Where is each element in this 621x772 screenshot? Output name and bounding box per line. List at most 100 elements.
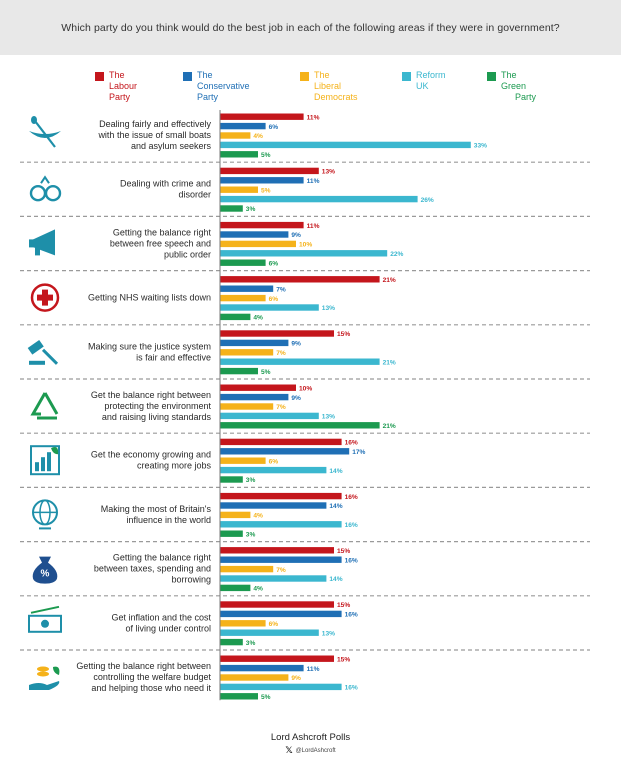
category-group: 11% 6% 4% 33% 5% Dealing fairly and effective… [20,113,590,163]
category-group: 21% 7% 6% 13% 4% Getting NHS waiting lists do… [20,276,590,326]
bar-value-label: 6% [269,124,279,131]
footer: Lord Ashcroft Polls 𝕏 @LordAshcroft [0,732,621,756]
footer-handle: @LordAshcroft [295,747,336,754]
bar [220,177,304,184]
bar-value-label: 13% [322,630,335,637]
legend-swatch [183,72,192,81]
bar [220,575,327,582]
bar [220,511,251,519]
bar [220,674,289,681]
bar [220,601,334,608]
legend-label: Reform UK [416,70,446,91]
bar-value-label: 9% [291,232,301,239]
bar [220,556,342,563]
category-label: Get inflation and the cost [111,612,211,622]
bar-value-label: 6% [269,621,279,628]
legend-label: The Labour Party [109,70,138,102]
bar [220,285,274,292]
category-label: Getting NHS waiting lists down [88,293,211,303]
bar [220,584,251,592]
x-logo-icon: 𝕏 [285,745,293,755]
bar [220,610,342,618]
bar-value-label: 16% [345,557,358,564]
bar [220,565,274,573]
category-label: creating more jobs [137,461,212,471]
bar [220,349,274,356]
category-group: 16%14%4%16%3%Making the most of Britain'… [20,492,590,543]
bar [220,195,418,203]
category-group: 13%11% 5% 26% 3% Dealing with crime anddisor… [20,167,590,217]
bar [220,448,350,455]
bar-value-label: 26% [421,197,434,204]
bar [220,492,342,500]
bar-value-label: 9% [291,395,301,402]
bar [220,313,251,321]
gavel-icon [27,340,59,365]
category-label: influence in the world [126,515,211,525]
bar [220,231,289,238]
category-label: and asylum seekers [131,141,212,151]
bar-value-label: 21% [383,423,396,430]
bar-value-label: 3% [246,531,256,538]
bar-value-label: 14% [329,468,342,475]
bar [220,393,289,401]
bar [220,620,266,627]
bar [220,664,304,672]
bar [220,132,251,139]
bar-value-label: 4% [253,586,263,593]
category-group: 15% 16% 7% 14% 4% Getting the balance rightbe… [20,547,590,597]
bar-value-label: 21% [383,359,396,366]
legend-swatch [95,72,104,81]
bar-value-label: 13% [322,169,335,176]
bar [220,457,266,464]
legend-label: The Conservative Party [197,70,250,102]
category-label: Making the most of Britain's [101,504,212,514]
bar [220,141,471,149]
category-group: 15% 9% 7% 21% 5% Making sure the justice syst… [20,330,590,380]
bar [220,683,342,691]
canoe-icon [29,116,61,148]
bar [220,240,296,248]
bar-value-label: 5% [261,152,271,159]
category-group: 16% 17% 6% 14% 3% Get the economy growing and… [20,438,590,488]
category-label: public order [164,249,211,259]
bar-value-label: 3% [246,206,256,213]
bar [220,259,266,266]
bar-value-label: 11% [307,178,320,185]
bar [220,151,258,158]
bar-value-label: 14% [329,576,342,583]
bar [220,476,243,483]
legend-swatch [402,72,411,81]
bar [220,339,289,347]
category-label: Making sure the justice system [88,341,211,351]
category-label: controlling the welfare budget [93,672,211,682]
category-label: and raising living standards [102,412,212,422]
bar-value-label: 14% [329,503,342,510]
category-label: is fair and effective [136,352,211,362]
bar-value-label: 16% [345,494,358,501]
category-label: Dealing with crime and [120,179,211,189]
bar [220,530,243,537]
category-label: Getting the balance right between [76,661,211,671]
bar-value-label: 3% [246,477,256,484]
handcuffs-icon [29,175,62,202]
category-group: 11% 9% 10% 22% 6% Getting the balance rightbe… [20,221,590,272]
recycle-icon [30,392,59,420]
bar-value-label: 21% [383,277,396,284]
bar-value-label: 11% [307,223,320,230]
bar [220,113,304,120]
bar-value-label: 33% [474,143,487,150]
category-label: disorder [178,190,211,200]
bar [220,367,258,375]
bar [220,412,319,420]
bar-value-label: 11% [307,114,320,121]
category-label: protecting the environment [104,401,211,411]
bar-value-label: 16% [345,685,358,692]
legend-swatch [487,72,496,81]
category-label: Get the economy growing and [91,450,211,460]
bar [220,304,319,311]
category-label: Get the balance right between [91,390,211,400]
bar-value-label: 15% [337,331,350,338]
bar-value-label: 9% [291,341,301,348]
bar-value-label: 17% [352,449,365,456]
